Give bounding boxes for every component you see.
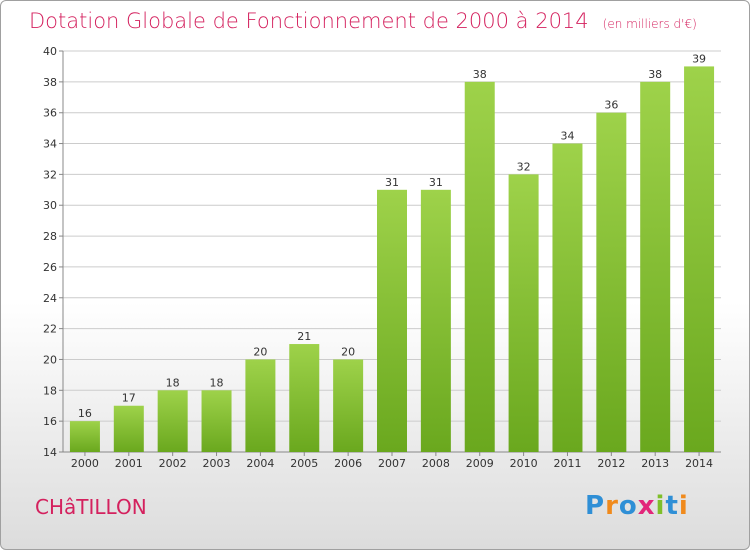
y-tick-label: 16 — [43, 415, 57, 428]
logo-letter: t — [665, 491, 679, 521]
y-tick-label: 26 — [43, 261, 57, 274]
x-tick-label: 2002 — [159, 457, 187, 470]
x-tick-label: 2001 — [115, 457, 143, 470]
logo-letter: o — [618, 491, 638, 521]
y-tick-label: 38 — [43, 76, 57, 89]
x-tick-label: 2013 — [641, 457, 669, 470]
bar-value-label: 34 — [560, 130, 574, 143]
y-tick-label: 20 — [43, 353, 57, 366]
bar — [464, 81, 495, 452]
x-tick-label: 2012 — [597, 457, 625, 470]
bar — [684, 66, 715, 452]
bar-value-label: 39 — [692, 52, 706, 65]
bar — [201, 390, 232, 452]
y-tick-label: 40 — [43, 45, 57, 58]
y-tick-label: 34 — [43, 138, 57, 151]
logo-letter: x — [637, 491, 656, 521]
logo-letter: i — [678, 491, 689, 521]
bar — [113, 405, 144, 452]
chart-unit: (en milliers d'€) — [602, 17, 697, 31]
bar — [420, 189, 451, 453]
bar — [333, 359, 364, 452]
x-tick-label: 2011 — [553, 457, 581, 470]
logo-letter: i — [655, 491, 666, 521]
bar-value-label: 31 — [385, 176, 399, 189]
y-tick-label: 32 — [43, 168, 57, 181]
y-tick-label: 28 — [43, 230, 57, 243]
chart-title: Dotation Globale de Fonctionnement de 20… — [29, 9, 589, 33]
x-tick-label: 2004 — [246, 457, 274, 470]
bar-value-label: 38 — [473, 68, 487, 81]
bar-value-label: 20 — [253, 345, 267, 358]
bar-value-label: 32 — [517, 160, 531, 173]
x-tick-label: 2003 — [203, 457, 231, 470]
logo-letter: r — [605, 491, 619, 521]
bar — [157, 390, 188, 452]
bar — [508, 174, 539, 452]
x-tick-label: 2000 — [71, 457, 99, 470]
x-tick-label: 2014 — [685, 457, 713, 470]
bar — [377, 189, 407, 453]
y-tick-label: 18 — [43, 384, 57, 397]
y-tick-label: 14 — [43, 446, 57, 459]
bar — [69, 421, 100, 452]
bar-value-label: 18 — [166, 376, 180, 389]
bar-value-label: 36 — [604, 99, 618, 112]
x-tick-label: 2008 — [422, 457, 450, 470]
y-tick-label: 22 — [43, 323, 57, 336]
bar-value-label: 31 — [429, 176, 443, 189]
y-tick-label: 30 — [43, 199, 57, 212]
x-tick-label: 2009 — [466, 457, 494, 470]
x-tick-label: 2006 — [334, 457, 362, 470]
x-tick-label: 2007 — [378, 457, 406, 470]
proxiti-logo: Proxiti — [585, 491, 689, 521]
y-tick-label: 36 — [43, 107, 57, 120]
bar-value-label: 21 — [297, 330, 311, 343]
x-tick-label: 2005 — [290, 457, 318, 470]
bar — [596, 112, 627, 452]
bar — [640, 81, 671, 452]
bar-value-label: 17 — [122, 392, 136, 405]
commune-name: CHâTILLON — [35, 495, 147, 519]
chart-title-block: Dotation Globale de Fonctionnement de 20… — [29, 9, 697, 33]
logo-letter: P — [585, 491, 606, 521]
bar-value-label: 20 — [341, 345, 355, 358]
bar-value-label: 16 — [78, 407, 92, 420]
x-tick-label: 2010 — [510, 457, 538, 470]
bar — [245, 359, 276, 452]
bar — [289, 344, 320, 452]
bar-value-label: 18 — [210, 376, 224, 389]
bar — [552, 143, 583, 453]
bar-value-label: 38 — [648, 68, 662, 81]
y-tick-label: 24 — [43, 292, 57, 305]
